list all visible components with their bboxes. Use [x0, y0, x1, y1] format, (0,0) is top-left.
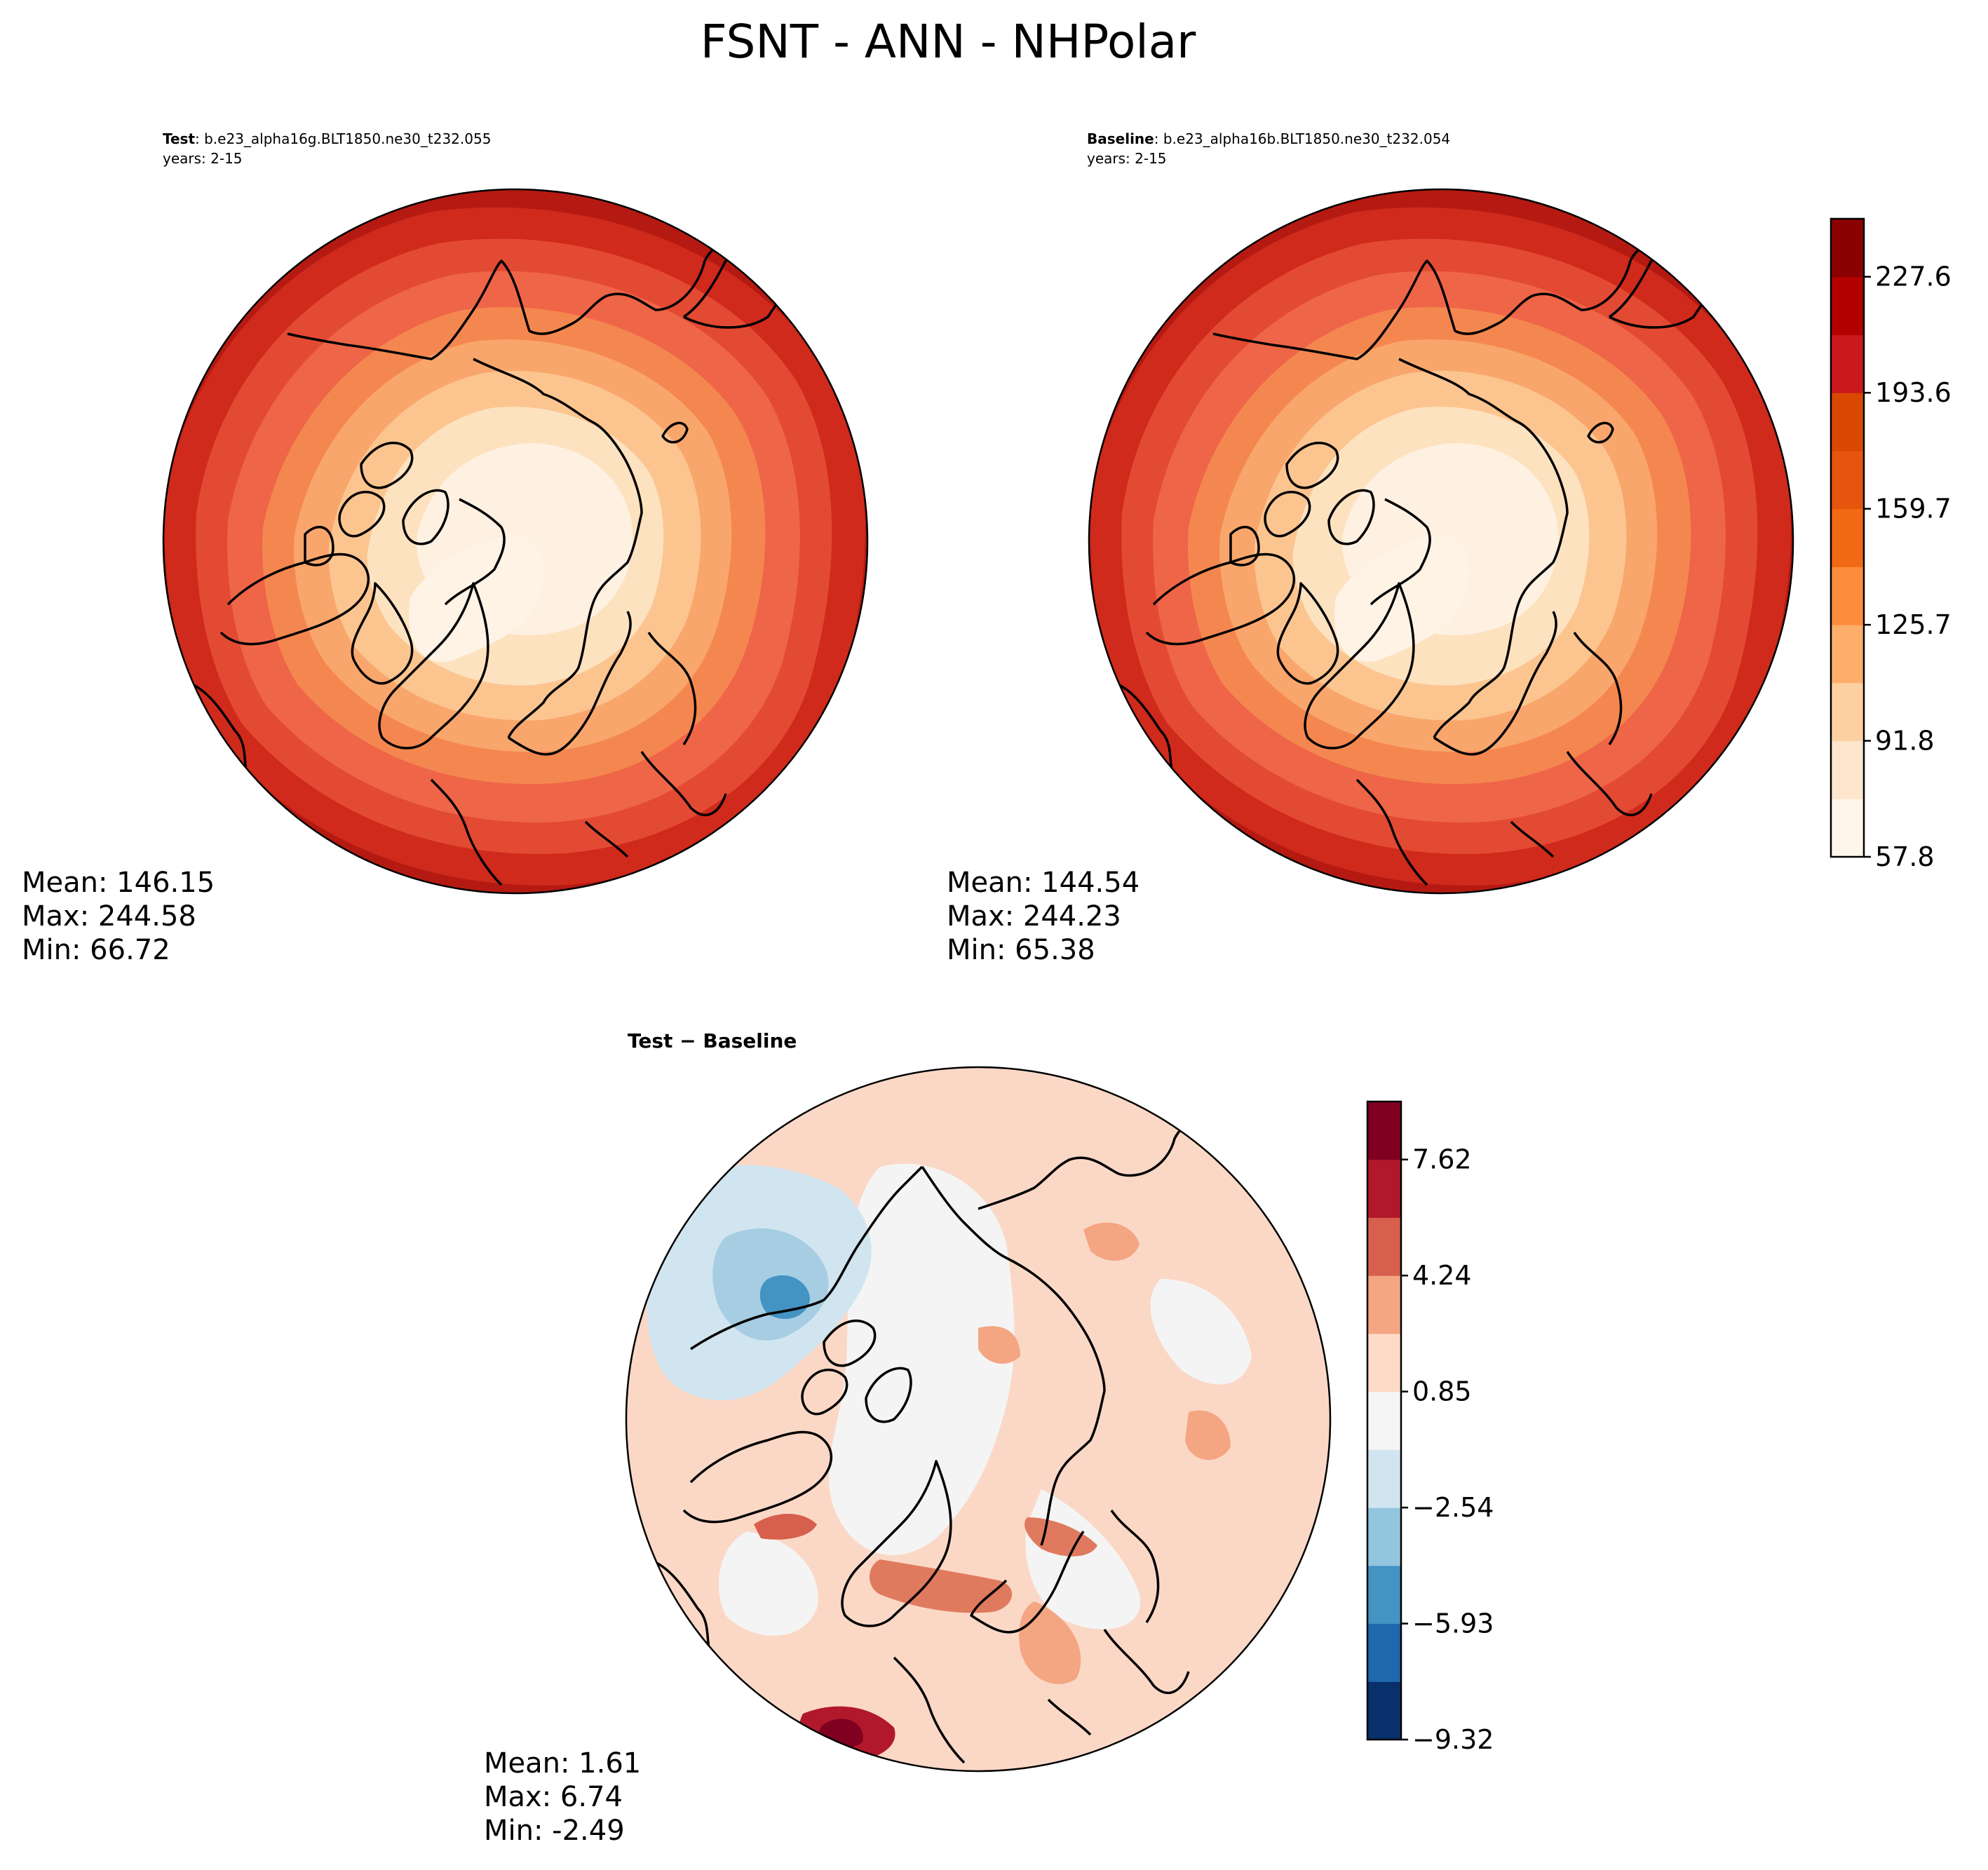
main-colorbar-band — [1831, 450, 1864, 510]
test-stats-mean: Mean: 146.15 — [22, 867, 215, 899]
baseline-stats-mean: Mean: 144.54 — [947, 867, 1140, 899]
svg-text:Baseline: b.e23_alpha16b.BLT18: Baseline: b.e23_alpha16b.BLT1850.ne30_t2… — [1087, 130, 1450, 147]
diff-colorbar-tick-label: −9.32 — [1412, 1724, 1494, 1755]
diff-colorbar-tick-label: 7.62 — [1412, 1144, 1472, 1175]
main-colorbar-tick-label: 227.6 — [1875, 262, 1952, 292]
test-case-name: : b.e23_alpha16g.BLT1850.ne30_t232.055 — [195, 130, 491, 147]
main-colorbar-band — [1831, 276, 1864, 335]
main-colorbar-tick-label: 57.8 — [1875, 841, 1935, 872]
diff-colorbar-band — [1367, 1565, 1401, 1625]
svg-text:Test: b.e23_alpha16g.BLT1850.n: Test: b.e23_alpha16g.BLT1850.ne30_t232.0… — [163, 130, 491, 147]
test-label: Test — [163, 130, 195, 147]
diff-colorbar-band — [1367, 1391, 1401, 1450]
main-colorbar-band — [1831, 625, 1864, 684]
diff-colorbar-band — [1367, 1681, 1401, 1740]
baseline-panel: Baseline: b.e23_alpha16b.BLT1850.ne30_t2… — [947, 130, 1794, 966]
main-colorbar-band — [1831, 799, 1864, 858]
diff-colorbar-tick-label: −2.54 — [1412, 1492, 1494, 1523]
main-colorbar: 57.8 91.8 125.7 159.7 193.6 227.6 — [1830, 217, 1952, 872]
test-stats-min: Min: 66.72 — [22, 934, 170, 966]
diff-colorbar-frame — [1366, 1100, 1402, 1741]
test-polar-map — [162, 188, 869, 895]
main-colorbar-band — [1831, 219, 1864, 278]
test-panel: Test: b.e23_alpha16g.BLT1850.ne30_t232.0… — [22, 130, 869, 966]
diff-colorbar-tick-label: 0.85 — [1412, 1376, 1472, 1407]
main-colorbar-ticks: 57.8 91.8 125.7 159.7 193.6 227.6 — [1864, 262, 1952, 872]
diff-stats-min: Min: -2.49 — [484, 1815, 625, 1847]
diff-colorbar-band — [1367, 1217, 1401, 1276]
baseline-case-name: : b.e23_alpha16b.BLT1850.ne30_t232.054 — [1154, 130, 1450, 147]
test-stats-max: Max: 244.58 — [22, 900, 196, 933]
diff-colorbar-band — [1367, 1102, 1401, 1160]
baseline-polar-map — [1088, 188, 1794, 895]
main-colorbar-frame — [1830, 217, 1865, 858]
diff-polar-map — [625, 1066, 1332, 1773]
diff-colorbar-band — [1367, 1507, 1401, 1566]
main-colorbar-tick-label: 91.8 — [1875, 726, 1935, 757]
diff-colorbar-band — [1367, 1333, 1401, 1393]
main-colorbar-tick-label: 125.7 — [1875, 609, 1952, 640]
main-colorbar-bands — [1831, 219, 1864, 858]
figure-title: FSNT - ANN - NHPolar — [701, 15, 1196, 69]
diff-colorbar-band — [1367, 1623, 1401, 1682]
baseline-label: Baseline — [1087, 130, 1154, 147]
diff-colorbar-bands — [1367, 1102, 1401, 1740]
main-colorbar-band — [1831, 508, 1864, 567]
diff-colorbar-tick-label: −5.93 — [1412, 1608, 1494, 1639]
diff-panel: Test − Baseline — [484, 1029, 1332, 1847]
main-colorbar-band — [1831, 567, 1864, 625]
main-colorbar-band — [1831, 740, 1864, 799]
baseline-stats-min: Min: 65.38 — [947, 934, 1095, 966]
test-years: years: 2-15 — [163, 150, 243, 167]
main-colorbar-tick-label: 193.6 — [1875, 377, 1952, 408]
diff-colorbar-band — [1367, 1159, 1401, 1218]
diff-colorbar-tick-label: 4.24 — [1412, 1260, 1472, 1291]
baseline-stats-max: Max: 244.23 — [947, 900, 1121, 933]
main-colorbar-band — [1831, 682, 1864, 742]
main-colorbar-band — [1831, 393, 1864, 452]
main-colorbar-band — [1831, 334, 1864, 393]
diff-stats-mean: Mean: 1.61 — [484, 1747, 641, 1780]
diff-colorbar-band — [1367, 1449, 1401, 1508]
diff-title: Test − Baseline — [628, 1029, 797, 1052]
diff-colorbar: −9.32 −5.93 −2.54 0.85 4.24 7.62 — [1366, 1100, 1494, 1755]
main-colorbar-tick-label: 159.7 — [1875, 494, 1952, 524]
diff-stats-max: Max: 6.74 — [484, 1781, 623, 1813]
diff-colorbar-band — [1367, 1275, 1401, 1334]
baseline-years: years: 2-15 — [1087, 150, 1167, 167]
diff-colorbar-ticks: −9.32 −5.93 −2.54 0.85 4.24 7.62 — [1401, 1144, 1494, 1755]
